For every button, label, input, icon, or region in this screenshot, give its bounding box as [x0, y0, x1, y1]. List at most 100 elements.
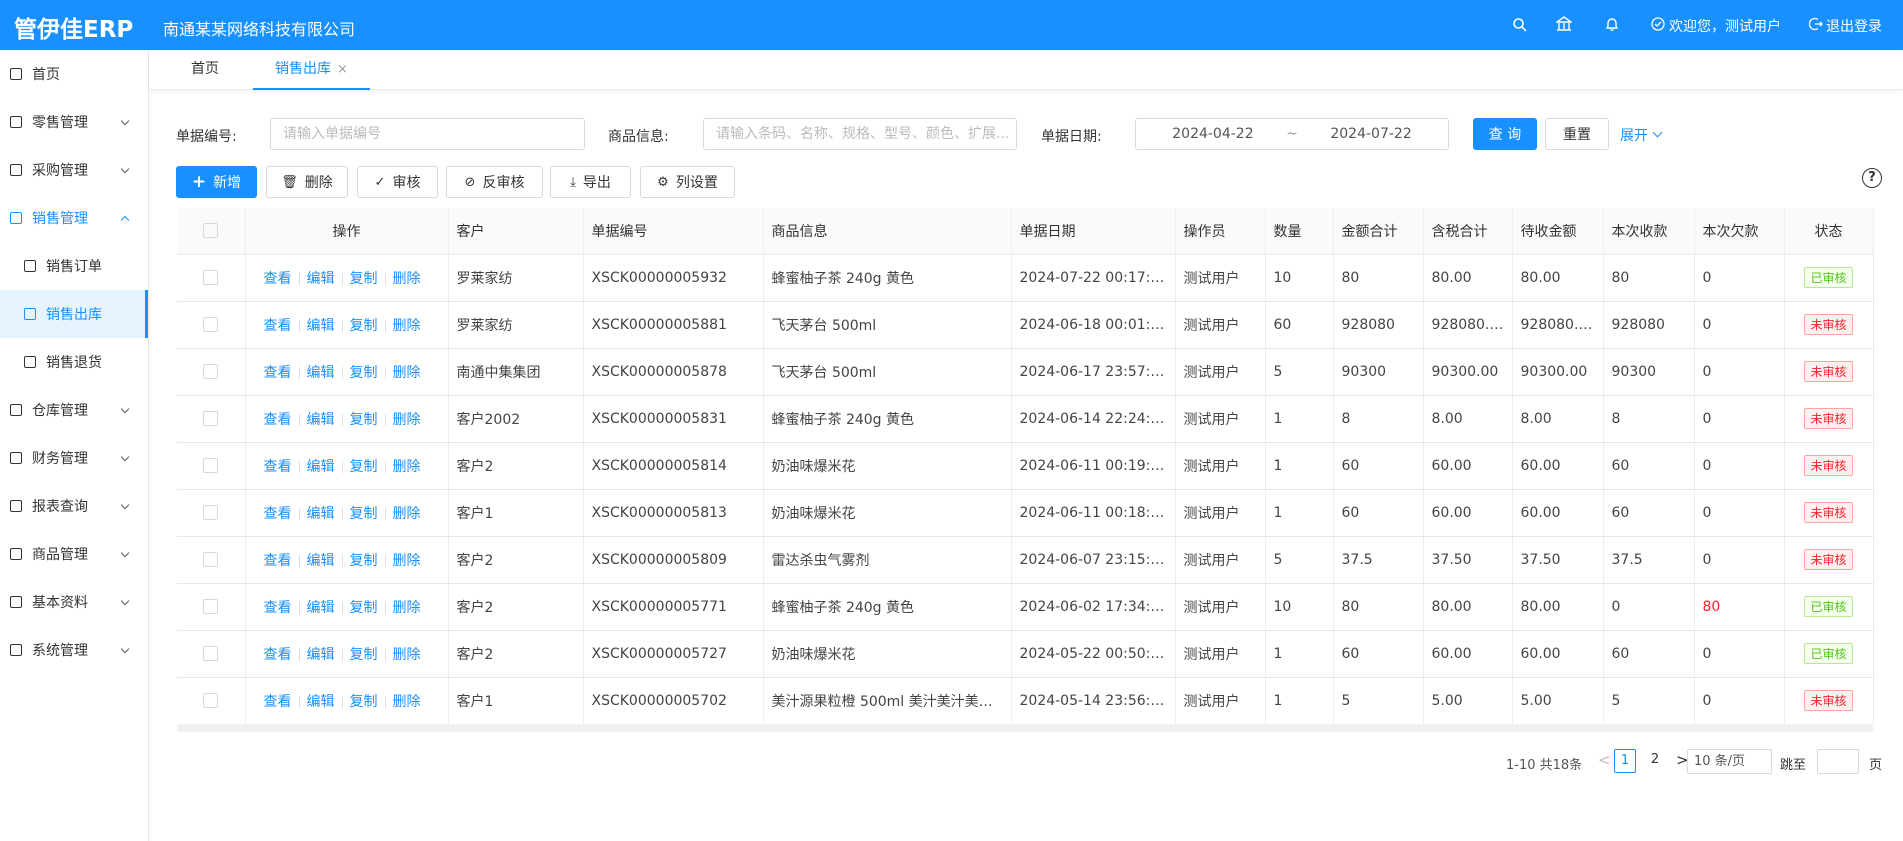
action-link[interactable]: 查看 [263, 364, 292, 381]
action-link[interactable]: 编辑 [306, 505, 335, 522]
header-cell: 客户 [448, 208, 584, 255]
action-link[interactable]: 删除 [392, 693, 421, 710]
cell: 0 [1694, 348, 1785, 396]
action-link[interactable]: 删除 [392, 646, 421, 663]
menu-item[interactable]: 零售管理 [0, 98, 148, 146]
menu-label: 商品管理 [32, 547, 88, 563]
action-link[interactable]: 编辑 [306, 270, 335, 287]
tab[interactable]: 首页 [169, 50, 241, 90]
menu-item[interactable]: 首页 [0, 50, 148, 98]
action-link[interactable]: 删除 [392, 270, 421, 287]
logo[interactable]: 管伊佳ERP [14, 17, 134, 43]
cell: 美汁源果粒橙 500ml 美汁美汁美汁... [763, 677, 1012, 725]
tab-close[interactable]: × [337, 62, 348, 77]
action-link[interactable]: 查看 [263, 317, 292, 334]
menu-item[interactable]: 财务管理 [0, 434, 148, 482]
action-link[interactable]: 查看 [263, 505, 292, 522]
row-checkbox[interactable] [203, 411, 219, 426]
action-link[interactable]: 复制 [349, 364, 378, 381]
page-size-select[interactable]: 10 条/页 [1687, 749, 1772, 774]
page-number[interactable]: 2 [1650, 752, 1660, 767]
toolbar-button[interactable]: ⤓ 导出 [550, 166, 631, 198]
menu-item[interactable]: 基本资料 [0, 578, 148, 626]
action-link[interactable]: 复制 [349, 458, 378, 475]
query-button[interactable]: 查 询 [1473, 118, 1537, 150]
tab[interactable]: 销售出库 × [253, 50, 370, 90]
toolbar-button[interactable]: 🗑 删除 [266, 166, 348, 198]
action-link[interactable]: 删除 [392, 317, 421, 334]
action-link[interactable]: 删除 [392, 364, 421, 381]
search-icon[interactable] [1512, 17, 1528, 33]
row-checkbox[interactable] [203, 552, 219, 567]
action-link[interactable]: 复制 [349, 646, 378, 663]
menu-item[interactable]: 销售管理 [0, 194, 148, 242]
row-checkbox[interactable] [203, 458, 219, 473]
action-link[interactable]: 删除 [392, 411, 421, 428]
toolbar-button[interactable]: ⊘ 反审核 [446, 166, 543, 198]
action-link[interactable]: 查看 [263, 599, 292, 616]
action-link[interactable]: 删除 [392, 599, 421, 616]
action-link[interactable]: 查看 [263, 693, 292, 710]
action-link[interactable]: 编辑 [306, 317, 335, 334]
page-number[interactable]: 1 [1614, 749, 1636, 773]
toolbar-button[interactable]: + 新增 [176, 166, 257, 198]
menu-item[interactable]: 报表查询 [0, 482, 148, 530]
row-checkbox[interactable] [203, 317, 219, 332]
logout-link[interactable]: 退出登录 [1826, 19, 1882, 35]
row-checkbox[interactable] [203, 364, 219, 379]
row-checkbox[interactable] [203, 646, 219, 661]
action-link[interactable]: 复制 [349, 505, 378, 522]
jump-label: 跳至 [1780, 758, 1807, 773]
bell-icon[interactable] [1604, 16, 1620, 32]
select-all[interactable] [203, 223, 219, 239]
action-link[interactable]: 查看 [263, 552, 292, 569]
toolbar-button[interactable]: ⚙ 列设置 [640, 166, 735, 198]
reset-button[interactable]: 重置 [1545, 118, 1609, 150]
help-icon[interactable]: ? [1862, 168, 1882, 188]
action-link[interactable]: 查看 [263, 458, 292, 475]
chevron [120, 596, 130, 606]
row-checkbox[interactable] [203, 505, 219, 520]
submenu-item[interactable]: 销售退货 [0, 338, 148, 386]
action-link[interactable]: 查看 [263, 411, 292, 428]
prev-page[interactable]: < [1598, 751, 1611, 769]
action-link[interactable]: 编辑 [306, 646, 335, 663]
action-link[interactable]: 编辑 [306, 552, 335, 569]
action-link[interactable]: 编辑 [306, 693, 335, 710]
action-link[interactable]: 复制 [349, 411, 378, 428]
button-label: 反审核 [482, 175, 525, 191]
action-link[interactable]: 查看 [263, 270, 292, 287]
submenu-item[interactable]: 销售订单 [0, 242, 148, 290]
date-range[interactable]: 2024-04-22 ~2024-07-22 [1135, 118, 1449, 150]
submenu-item[interactable]: 销售出库 [0, 290, 148, 338]
cell: 60.00 [1423, 489, 1513, 537]
action-link[interactable]: 删除 [392, 505, 421, 522]
action-link[interactable]: 复制 [349, 552, 378, 569]
action-link[interactable]: 编辑 [306, 458, 335, 475]
action-link[interactable]: 编辑 [306, 599, 335, 616]
action-link[interactable]: 复制 [349, 599, 378, 616]
action-link[interactable]: 编辑 [306, 364, 335, 381]
bank-icon[interactable] [1556, 16, 1572, 32]
goods-input[interactable]: 请输入条码、名称、规格、型号、颜色、扩展... [703, 118, 1017, 150]
menu-item[interactable]: 商品管理 [0, 530, 148, 578]
menu-item[interactable]: 采购管理 [0, 146, 148, 194]
next-page[interactable]: > [1676, 751, 1689, 769]
row-checkbox[interactable] [203, 270, 219, 285]
action-link[interactable]: 删除 [392, 458, 421, 475]
menu-item[interactable]: 系统管理 [0, 626, 148, 674]
jump-input[interactable] [1817, 749, 1859, 774]
action-link[interactable]: 复制 [349, 693, 378, 710]
action-link[interactable]: 删除 [392, 552, 421, 569]
action-link[interactable]: 查看 [263, 646, 292, 663]
row-checkbox[interactable] [203, 693, 219, 708]
bill-no-input[interactable]: 请输入单据编号 [270, 118, 585, 150]
expand-link[interactable]: 展开 [1620, 125, 1663, 145]
row-checkbox[interactable] [203, 599, 219, 614]
action-link[interactable]: 编辑 [306, 411, 335, 428]
action-link[interactable]: 复制 [349, 270, 378, 287]
status-cell: 已审核 [1784, 583, 1874, 631]
menu-item[interactable]: 仓库管理 [0, 386, 148, 434]
toolbar-button[interactable]: ✓ 审核 [357, 166, 438, 198]
action-link[interactable]: 复制 [349, 317, 378, 334]
